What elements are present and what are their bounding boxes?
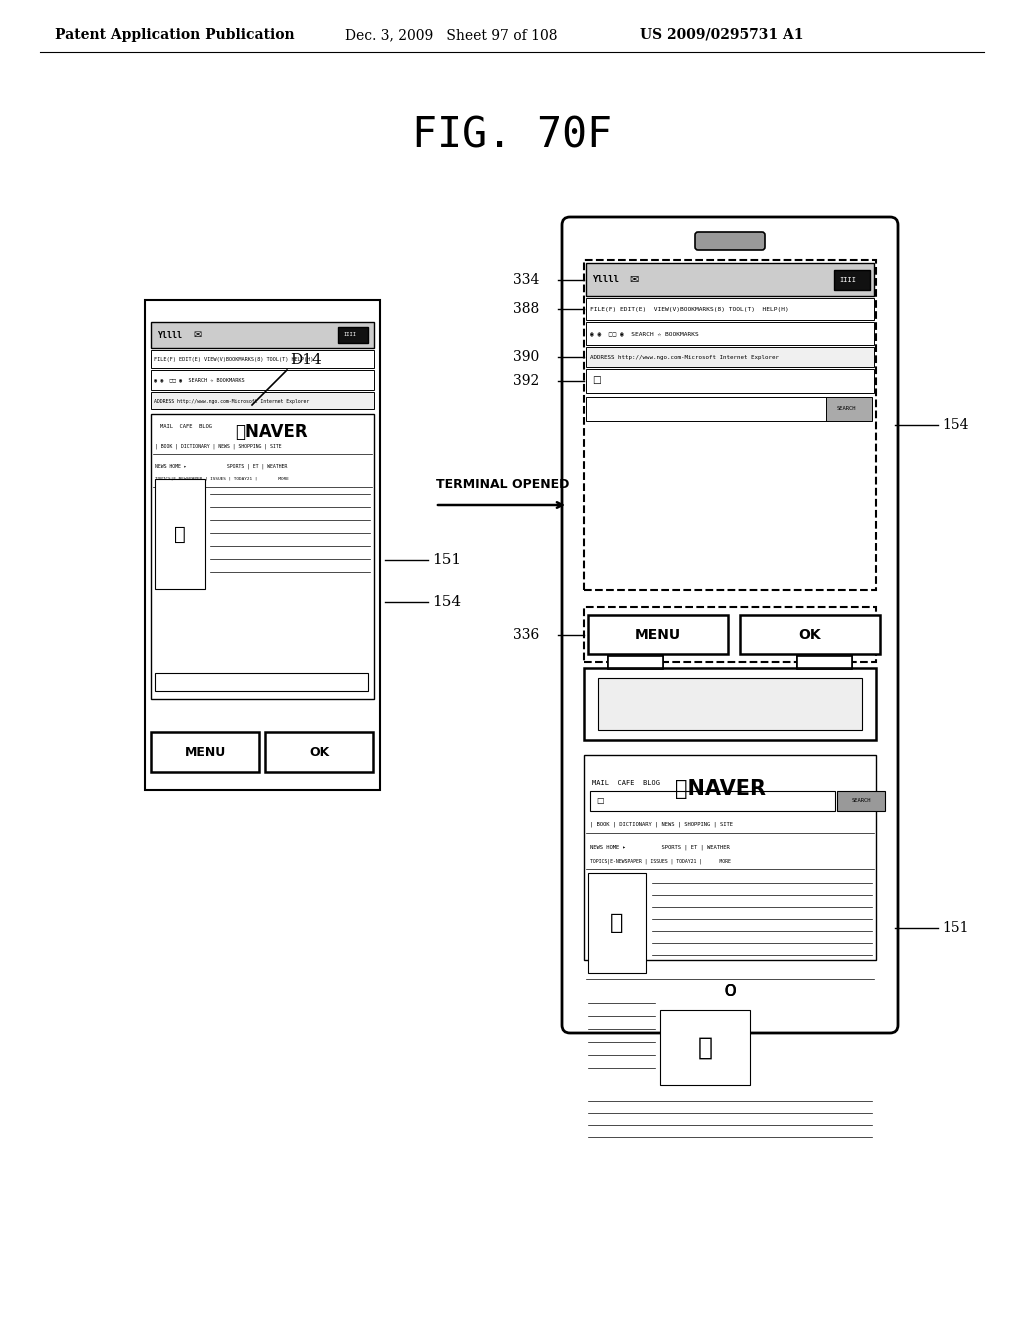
FancyBboxPatch shape xyxy=(695,232,765,249)
Text: o: o xyxy=(723,979,736,1001)
Text: OK: OK xyxy=(310,746,330,759)
Bar xyxy=(598,678,862,730)
Text: ✉: ✉ xyxy=(193,330,201,341)
Text: MAIL  CAFE  BLOG: MAIL CAFE BLOG xyxy=(592,780,660,785)
Text: 392: 392 xyxy=(513,374,540,388)
Bar xyxy=(588,615,728,653)
Text: 154: 154 xyxy=(942,418,969,432)
Text: FIG. 70F: FIG. 70F xyxy=(412,114,612,156)
Bar xyxy=(608,655,663,669)
Text: TERMINAL OPENED: TERMINAL OPENED xyxy=(436,479,569,491)
Text: ☐: ☐ xyxy=(592,376,601,385)
Bar xyxy=(151,392,374,409)
Text: ADDRESS http://www.ngo.com-Microsoft Internet Explorer: ADDRESS http://www.ngo.com-Microsoft Int… xyxy=(590,355,779,359)
Text: 🧍: 🧍 xyxy=(610,913,624,933)
Text: FILE(F) EDIT(E) VIEW(V)BOOKMARKS(8) TOOL(T) HELP(H): FILE(F) EDIT(E) VIEW(V)BOOKMARKS(8) TOOL… xyxy=(154,356,313,362)
Text: 151: 151 xyxy=(432,553,461,568)
Bar xyxy=(584,607,876,663)
Bar xyxy=(837,791,885,810)
Text: ◉ ◉  □□ ◉  SEARCH ☆ BOOKMARKS: ◉ ◉ □□ ◉ SEARCH ☆ BOOKMARKS xyxy=(590,331,698,337)
Bar xyxy=(151,733,259,772)
Bar xyxy=(155,673,368,690)
Text: 334: 334 xyxy=(513,273,540,286)
Bar xyxy=(608,656,663,668)
Text: MENU: MENU xyxy=(635,628,681,642)
Text: SEARCH: SEARCH xyxy=(851,799,870,804)
Bar xyxy=(151,370,374,389)
Text: ADDRESS http://www.ngo.com-Microsoft Internet Explorer: ADDRESS http://www.ngo.com-Microsoft Int… xyxy=(154,399,309,404)
Text: 151: 151 xyxy=(942,921,969,935)
Bar xyxy=(586,298,874,319)
Text: ◉ ◉  □□ ◉  SEARCH ☆ BOOKMARKS: ◉ ◉ □□ ◉ SEARCH ☆ BOOKMARKS xyxy=(154,378,245,383)
Text: Patent Application Publication: Patent Application Publication xyxy=(55,28,295,42)
Text: Yllll: Yllll xyxy=(592,276,618,285)
Bar xyxy=(586,347,874,367)
Text: Dec. 3, 2009   Sheet 97 of 108: Dec. 3, 2009 Sheet 97 of 108 xyxy=(345,28,557,42)
Text: D14: D14 xyxy=(290,352,322,367)
Bar xyxy=(586,370,874,393)
Text: FILE(F) EDIT(E)  VIEW(V)BOOKMARKS(8) TOOL(T)  HELP(H): FILE(F) EDIT(E) VIEW(V)BOOKMARKS(8) TOOL… xyxy=(590,306,788,312)
Text: IIII: IIII xyxy=(839,277,856,282)
Bar xyxy=(588,873,646,973)
Text: o: o xyxy=(723,979,736,1001)
Bar xyxy=(826,397,872,421)
Bar xyxy=(584,755,876,960)
Text: | BOOK | DICTIONARY | NEWS | SHOPPING | SITE: | BOOK | DICTIONARY | NEWS | SHOPPING | … xyxy=(155,444,282,449)
Text: ☐: ☐ xyxy=(596,796,603,805)
Text: OK: OK xyxy=(799,628,821,642)
Text: 🔥NAVER: 🔥NAVER xyxy=(675,779,766,799)
Text: NEWS HOME ▸           SPORTS | ET | WEATHER: NEWS HOME ▸ SPORTS | ET | WEATHER xyxy=(590,845,730,850)
Text: 🚗: 🚗 xyxy=(697,1036,713,1060)
Text: | BOOK | DICTIONARY | NEWS | SHOPPING | SITE: | BOOK | DICTIONARY | NEWS | SHOPPING | … xyxy=(590,821,733,826)
Text: 🔥NAVER: 🔥NAVER xyxy=(234,422,307,441)
Text: IIII: IIII xyxy=(343,333,356,338)
Text: TOPICS|E-NEWSPAPER | ISSUES | TODAY21 |        MORE: TOPICS|E-NEWSPAPER | ISSUES | TODAY21 | … xyxy=(155,477,289,480)
Bar xyxy=(590,791,835,810)
Text: TOPICS|E-NEWSPAPER | ISSUES | TODAY21 |      MORE: TOPICS|E-NEWSPAPER | ISSUES | TODAY21 | … xyxy=(590,858,731,863)
Bar xyxy=(584,668,876,741)
Bar xyxy=(265,733,373,772)
Bar xyxy=(586,397,828,421)
Bar xyxy=(151,350,374,368)
Text: MAIL  CAFE  BLOG: MAIL CAFE BLOG xyxy=(160,424,212,429)
Bar xyxy=(338,327,368,343)
Bar xyxy=(797,655,852,669)
Text: 336: 336 xyxy=(513,628,540,642)
Bar xyxy=(660,1010,750,1085)
Bar xyxy=(586,322,874,345)
Bar xyxy=(834,271,870,290)
Bar xyxy=(740,615,880,653)
Bar xyxy=(151,322,374,348)
Bar xyxy=(586,263,874,296)
Bar xyxy=(584,260,876,590)
Bar xyxy=(155,479,205,589)
Text: 154: 154 xyxy=(432,595,461,609)
Text: Yllll: Yllll xyxy=(157,330,182,339)
Text: SEARCH: SEARCH xyxy=(837,407,856,412)
Text: 388: 388 xyxy=(513,302,540,315)
FancyBboxPatch shape xyxy=(562,216,898,1034)
Bar xyxy=(151,414,374,700)
Bar xyxy=(797,656,852,668)
Text: US 2009/0295731 A1: US 2009/0295731 A1 xyxy=(640,28,804,42)
Text: 🧍: 🧍 xyxy=(174,524,186,544)
Bar xyxy=(145,300,380,789)
Text: ✉: ✉ xyxy=(629,275,638,285)
Text: MENU: MENU xyxy=(185,746,226,759)
Text: 390: 390 xyxy=(513,350,540,364)
Text: NEWS HOME ▸              SPORTS | ET | WEATHER: NEWS HOME ▸ SPORTS | ET | WEATHER xyxy=(155,463,288,469)
